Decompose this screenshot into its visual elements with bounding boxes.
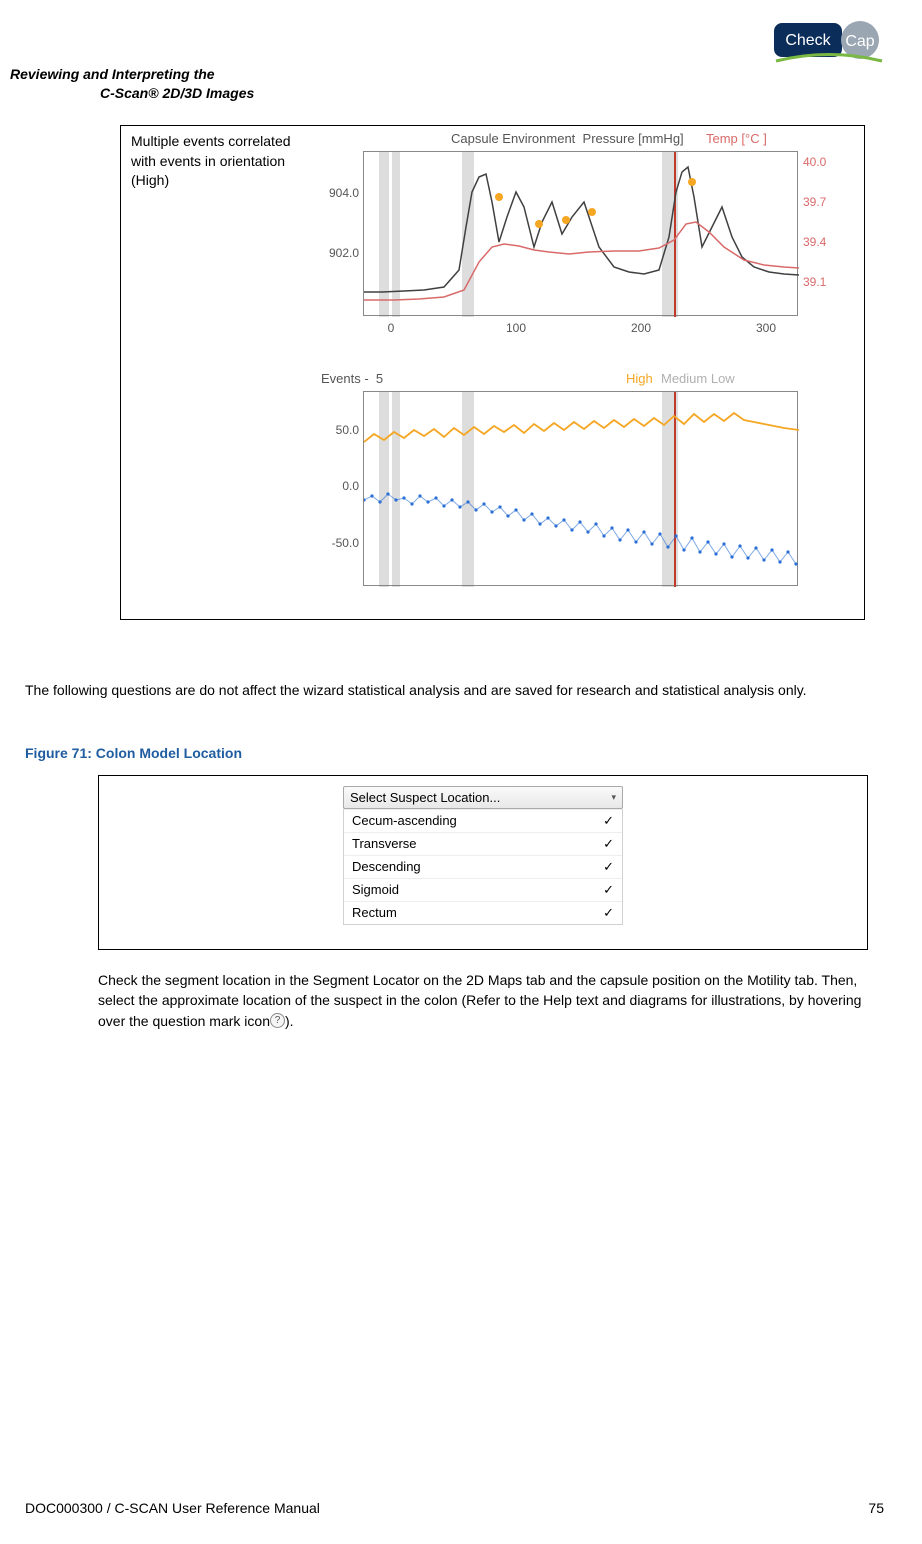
chart1-title: Capsule Environment Pressure [mmHg] xyxy=(451,131,684,146)
page-number: 75 xyxy=(868,1500,884,1516)
suspect-location-dropdown[interactable]: Select Suspect Location... ▾ Cecum-ascen… xyxy=(343,786,623,925)
logo-text-cap: Cap xyxy=(845,33,874,50)
dropdown-header[interactable]: Select Suspect Location... ▾ xyxy=(343,786,623,809)
dropdown-item-label: Cecum-ascending xyxy=(352,813,457,829)
chart1-title-temp: Temp [°C ] xyxy=(706,131,767,146)
section-header: Reviewing and Interpreting the C-Scan® 2… xyxy=(10,65,254,103)
chart1-x-tick: 300 xyxy=(756,321,776,335)
dropdown-list: Cecum-ascending✓Transverse✓Descending✓Si… xyxy=(343,809,623,925)
para2-text-post: ). xyxy=(285,1013,294,1029)
chart2-events-count: 5 xyxy=(376,371,383,386)
chart1-yleft-tick: 904.0 xyxy=(321,186,359,200)
header-line-1: Reviewing and Interpreting the xyxy=(10,65,254,84)
figure-box-events: Multiple events correlated with events i… xyxy=(120,125,865,620)
chart1-title-env: Capsule Environment xyxy=(451,131,575,146)
chart1-x-tick: 0 xyxy=(388,321,395,335)
check-icon: ✓ xyxy=(603,905,614,921)
check-icon: ✓ xyxy=(603,859,614,875)
header-line-2: C-Scan® 2D/3D Images xyxy=(10,84,254,103)
dropdown-item[interactable]: Descending ✓ xyxy=(344,855,622,878)
research-note-paragraph: The following questions are do not affec… xyxy=(25,680,880,700)
chart1-yleft-tick: 902.0 xyxy=(321,246,359,260)
chart1-title-pressure: Pressure [mmHg] xyxy=(583,131,684,146)
check-icon: ✓ xyxy=(603,882,614,898)
dropdown-item[interactable]: Rectum ✓ xyxy=(344,901,622,924)
figure1-caption: Multiple events correlated with events i… xyxy=(131,132,311,191)
chart2-plot-area xyxy=(363,391,798,586)
chart2-title: Events - 5 xyxy=(321,371,383,386)
chart2-y-tick: 0.0 xyxy=(321,479,359,493)
chart2-medium-low-label: Medium Low xyxy=(661,371,735,386)
footer-doc-id: DOC000300 / C-SCAN User Reference Manual xyxy=(25,1500,320,1516)
chart2-y-tick: 50.0 xyxy=(321,423,359,437)
dropdown-item-label: Transverse xyxy=(352,836,417,852)
events-chart: Events - 5 High Medium Low 50.0 0.0 -50.0 xyxy=(321,371,856,616)
dropdown-item[interactable]: Cecum-ascending ✓ xyxy=(344,809,622,832)
instruction-paragraph: Check the segment location in the Segmen… xyxy=(98,970,866,1031)
chevron-down-icon: ▾ xyxy=(611,792,616,803)
chart1-yright-tick: 39.7 xyxy=(803,195,826,209)
dropdown-placeholder: Select Suspect Location... xyxy=(350,790,500,805)
capsule-environment-chart: Capsule Environment Pressure [mmHg] Temp… xyxy=(321,131,856,371)
dropdown-item-label: Sigmoid xyxy=(352,882,399,898)
dropdown-item-label: Rectum xyxy=(352,905,397,921)
check-icon: ✓ xyxy=(603,813,614,829)
chart1-yright-tick: 39.1 xyxy=(803,275,826,289)
logo: Check Cap xyxy=(774,18,884,70)
question-mark-icon: ? xyxy=(270,1013,285,1028)
dropdown-item[interactable]: Transverse ✓ xyxy=(344,832,622,855)
chart1-yright-tick: 40.0 xyxy=(803,155,826,169)
check-icon: ✓ xyxy=(603,836,614,852)
logo-text-check: Check xyxy=(785,32,831,49)
chart1-plot-area xyxy=(363,151,798,316)
chart1-x-tick: 200 xyxy=(631,321,651,335)
chart2-y-tick: -50.0 xyxy=(321,536,359,550)
figure-71-title: Figure 71: Colon Model Location xyxy=(25,745,242,761)
para2-text-pre: Check the segment location in the Segmen… xyxy=(98,972,861,1029)
chart2-title-prefix: Events - xyxy=(321,371,369,386)
dropdown-item-label: Descending xyxy=(352,859,421,875)
chart1-yright-tick: 39.4 xyxy=(803,235,826,249)
dropdown-item[interactable]: Sigmoid ✓ xyxy=(344,878,622,901)
chart2-high-label: High xyxy=(626,371,653,386)
figure-71-box: Select Suspect Location... ▾ Cecum-ascen… xyxy=(98,775,868,950)
chart1-x-tick: 100 xyxy=(506,321,526,335)
